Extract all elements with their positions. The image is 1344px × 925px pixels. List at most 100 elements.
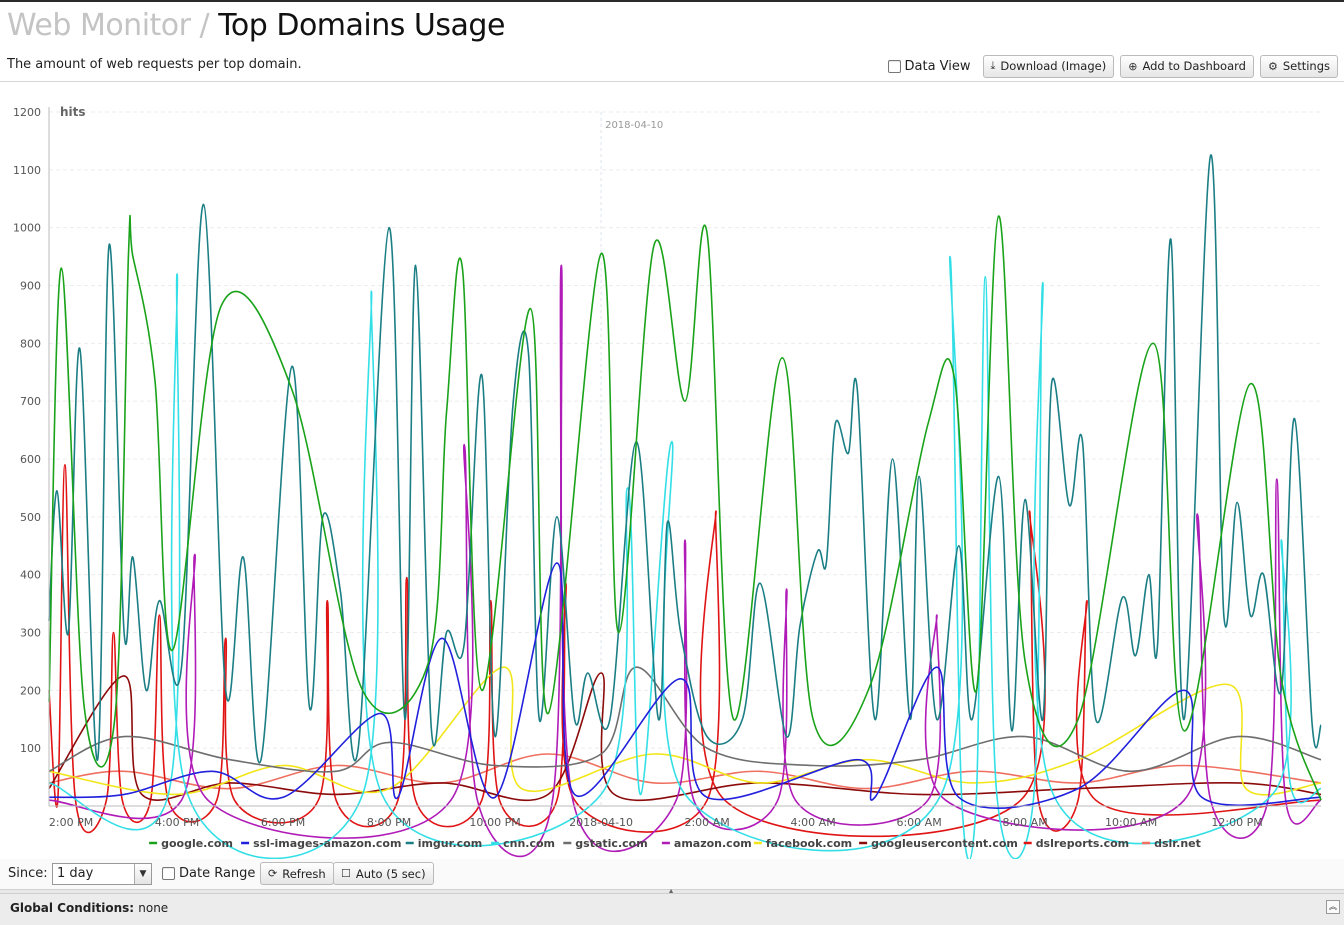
x-tick-label: 10:00 PM [469, 816, 520, 829]
legend-item-ssl-images-amazon-com: ssl-images-amazon.com [241, 837, 401, 850]
date-range-checkbox[interactable] [162, 867, 175, 880]
series-line-imgur-com [48, 154, 1322, 764]
y-tick-label: 1000 [13, 222, 41, 235]
series-line-cnn-com [48, 255, 1322, 862]
day-marker-label: 2018-04-10 [605, 120, 663, 131]
toolbar: Data View ⤓ Download (Image) ⊕ Add to Da… [887, 54, 1338, 78]
day-marker: 2018-04-10 [600, 112, 663, 806]
splitter[interactable] [0, 889, 1344, 894]
refresh-icon: ⟳ [268, 867, 278, 880]
x-tick-label: 8:00 PM [367, 816, 411, 829]
legend-label: googleusercontent.com [871, 837, 1018, 850]
legend-label: imgur.com [418, 837, 483, 850]
legend-item-facebook-com: facebook.com [753, 837, 852, 850]
since-label: Since: [8, 866, 48, 881]
data-view-toggle[interactable]: Data View [887, 58, 971, 74]
legend-label: google.com [161, 837, 233, 850]
axes: 100 200 300 400 500 600 700 800 900 1000 1100 1200 h… [13, 105, 1321, 829]
x-tick-label: 4:00 AM [790, 816, 835, 829]
line-chart: 2018-04-10 10020030040050060070080090010… [13, 105, 1322, 862]
series-lines [48, 154, 1322, 862]
grid-lines [49, 111, 1321, 749]
legend-label: ssl-images-amazon.com [253, 837, 401, 850]
page-title-text: Top Domains Usage [218, 8, 505, 43]
data-view-checkbox[interactable] [887, 59, 901, 73]
breadcrumb-web-monitor[interactable]: Web Monitor [7, 8, 191, 43]
y-tick-label: 200 [20, 684, 41, 697]
refresh-button[interactable]: ⟳ Refresh [260, 862, 334, 885]
x-tick-label: 2018-04-10 [569, 816, 633, 829]
x-tick-label: 4:00 PM [155, 816, 199, 829]
page-title: Web Monitor / Top Domains Usage [7, 8, 505, 43]
legend-item-imgur-com: imgur.com [405, 837, 483, 850]
legend-item-cnn-com: cnn.com [491, 837, 555, 850]
checkbox-icon: ☐ [341, 867, 351, 880]
legend-item-gstatic-com: gstatic.com [563, 837, 648, 850]
y-tick-label: 400 [20, 569, 41, 582]
x-tick-label: 6:00 PM [261, 816, 305, 829]
download-icon: ⤓ [990, 59, 996, 72]
page-subtitle: The amount of web requests per top domai… [7, 57, 302, 72]
y-tick-label: 900 [20, 280, 41, 293]
legend-item-google-com: google.com [149, 837, 233, 850]
legend-item-dslr-net: dslr.net [1142, 837, 1201, 850]
add-dashboard-label: Add to Dashboard [1142, 59, 1246, 73]
date-range-toggle[interactable]: Date Range [162, 866, 255, 881]
auto-refresh-button[interactable]: ☐ Auto (5 sec) [333, 862, 434, 885]
global-conditions-label: Global Conditions: none [10, 901, 168, 915]
legend-item-googleusercontent-com: googleusercontent.com [859, 837, 1018, 850]
legend: google.com ssl-images-amazon.com imgur.com… [149, 837, 1201, 850]
chevron-down-icon[interactable]: ▼ [134, 864, 151, 884]
y-tick-label: 700 [20, 395, 41, 408]
legend-item-dslreports-com: dslreports.com [1023, 837, 1129, 850]
auto-label: Auto (5 sec) [355, 866, 426, 881]
y-tick-label: 100 [20, 742, 41, 755]
chart-panel: 2018-04-10 100 200 300 400 500 600 700 800 900 10… [0, 81, 1344, 862]
legend-item-amazon-com: amazon.com [661, 837, 752, 850]
legend-label: amazon.com [674, 837, 752, 850]
settings-button[interactable]: ⚙ Settings [1259, 54, 1338, 78]
x-tick-label: 2:00 PM [49, 816, 93, 829]
global-conditions-title: Global Conditions: [10, 901, 135, 915]
date-range-label: Date Range [179, 866, 256, 881]
series-line-gstatic-com [48, 666, 1322, 773]
series-line-googleusercontent-com [48, 672, 1322, 802]
x-tick-label: 8:00 AM [1002, 816, 1047, 829]
top-border [0, 0, 1344, 2]
legend-label: dslr.net [1154, 837, 1201, 850]
download-image-button[interactable]: ⤓ Download (Image) [982, 54, 1115, 78]
y-tick-label: 500 [20, 511, 41, 524]
series-line-dslreports-com [48, 464, 1322, 838]
y-tick-label: 300 [20, 627, 41, 640]
breadcrumb-separator: / [199, 8, 210, 43]
splitter-grip-icon[interactable]: ▲ [668, 887, 675, 896]
global-conditions-bar[interactable]: Global Conditions: none ︽ [0, 893, 1344, 925]
settings-label: Settings [1282, 59, 1330, 73]
legend-label: gstatic.com [575, 837, 647, 850]
data-view-label: Data View [904, 58, 971, 74]
x-tick-label: 10:00 AM [1105, 816, 1157, 829]
legend-label: dslreports.com [1036, 837, 1129, 850]
y-axis-title: hits [60, 105, 86, 119]
control-bar [0, 859, 1344, 889]
x-tick-label: 6:00 AM [896, 816, 941, 829]
y-tick-label: 800 [20, 337, 41, 350]
add-to-dashboard-button[interactable]: ⊕ Add to Dashboard [1120, 54, 1254, 78]
y-tick-label: 600 [20, 453, 41, 466]
download-label: Download (Image) [1000, 59, 1107, 73]
global-conditions-value: none [138, 901, 169, 915]
double-chevron-up-icon[interactable]: ︽ [1326, 900, 1340, 914]
series-line-amazon-com [48, 264, 1322, 858]
y-tick-label: 1100 [13, 164, 41, 177]
series-line-google-com [48, 214, 1322, 801]
y-tick-label: 1200 [13, 106, 41, 119]
since-select[interactable]: 1 day ▼ [52, 863, 152, 885]
x-tick-label: 2:00 AM [684, 816, 729, 829]
since-value: 1 day [57, 866, 94, 881]
series-line-ssl-images-amazon-com [48, 562, 1322, 809]
refresh-label: Refresh [282, 866, 326, 881]
plus-circle-icon: ⊕ [1128, 59, 1138, 73]
gear-icon: ⚙ [1267, 59, 1278, 73]
x-tick-label: 12:00 PM [1211, 816, 1262, 829]
legend-label: cnn.com [503, 837, 555, 850]
